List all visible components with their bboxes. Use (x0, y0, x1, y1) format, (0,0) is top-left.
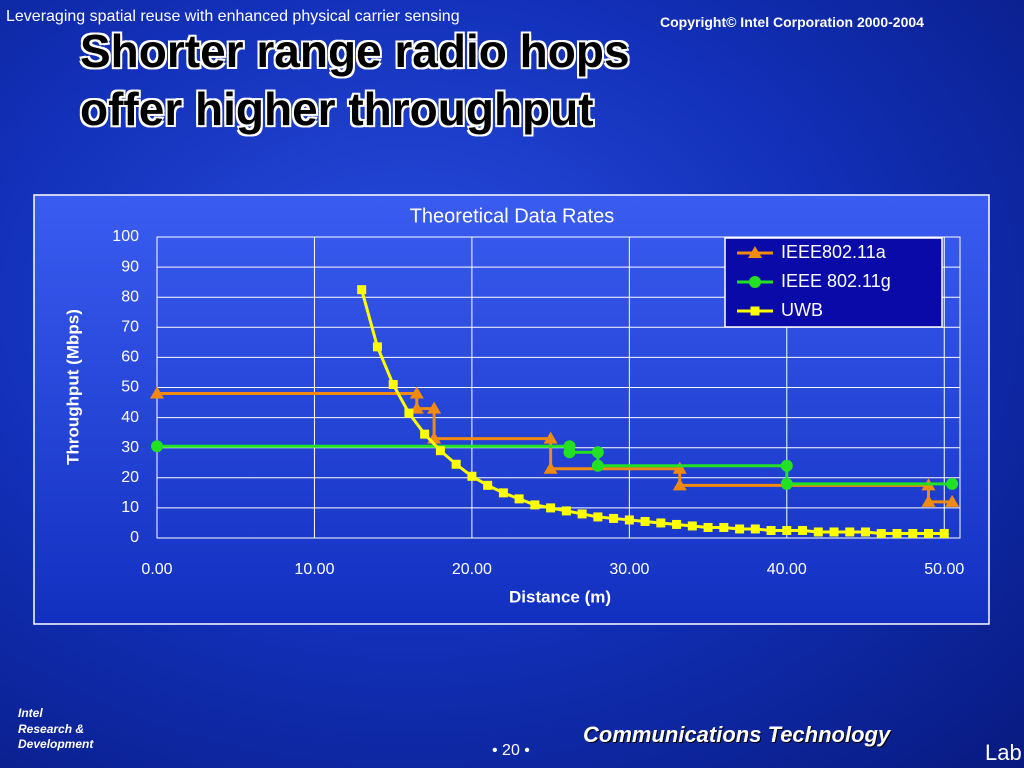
y-tick-label: 80 (121, 288, 139, 305)
x-tick-label: 40.00 (767, 561, 807, 578)
data-point (372, 342, 382, 352)
data-point (945, 494, 960, 507)
data-point (435, 446, 445, 456)
y-axis-label: Throughput (Mbps) (63, 309, 82, 465)
data-point (420, 429, 430, 439)
data-point (672, 519, 682, 529)
x-tick-label: 0.00 (141, 561, 172, 578)
data-point (624, 515, 634, 525)
slide-title: Shorter range radio hops (80, 25, 630, 77)
data-point (498, 488, 508, 498)
data-point (561, 506, 571, 516)
group-name: Communications Technology (583, 722, 891, 747)
data-point (640, 516, 650, 526)
data-point (404, 408, 414, 418)
data-point (750, 524, 760, 534)
data-point (593, 512, 603, 522)
data-point (687, 521, 697, 531)
x-tick-label: 20.00 (452, 561, 492, 578)
data-point (357, 285, 367, 295)
data-point (766, 525, 776, 535)
x-tick-label: 10.00 (294, 561, 334, 578)
slide-title: offer higher throughput (80, 83, 594, 135)
chart-title: Theoretical Data Rates (410, 205, 615, 227)
y-tick-label: 90 (121, 258, 139, 275)
data-point (703, 522, 713, 532)
data-point (591, 459, 604, 472)
data-point (609, 513, 619, 523)
y-tick-label: 60 (121, 349, 139, 366)
data-point (798, 525, 808, 535)
y-tick-label: 40 (121, 409, 139, 426)
data-point (591, 446, 604, 459)
page-number: • 20 • (492, 742, 530, 759)
data-point (514, 494, 524, 504)
legend-label: IEEE 802.11g (781, 271, 891, 291)
legend-marker (748, 246, 762, 258)
data-point (577, 509, 587, 519)
data-point (782, 525, 792, 535)
y-tick-label: 30 (121, 439, 139, 456)
data-point (546, 503, 556, 513)
data-point (543, 461, 558, 474)
data-point (656, 518, 666, 528)
data-point (829, 527, 839, 537)
data-point (813, 527, 823, 537)
data-point (530, 500, 540, 510)
y-tick-label: 10 (121, 499, 139, 516)
y-tick-label: 50 (121, 379, 139, 396)
lab: Lab (985, 740, 1022, 765)
brand: Research & (18, 722, 85, 736)
data-point (921, 494, 936, 507)
data-point (672, 478, 687, 491)
legend-marker (749, 276, 761, 288)
data-point (876, 528, 886, 538)
x-tick-label: 30.00 (609, 561, 649, 578)
data-point (908, 528, 918, 538)
data-point (467, 471, 477, 481)
brand: Intel (18, 706, 43, 720)
legend-marker (750, 306, 760, 316)
x-tick-label: 50.00 (924, 561, 964, 578)
y-tick-label: 100 (112, 228, 139, 245)
data-point (719, 522, 729, 532)
brand: Development (18, 737, 94, 751)
legend-label: UWB (781, 300, 823, 320)
y-tick-label: 20 (121, 469, 139, 486)
data-point (924, 528, 934, 538)
data-point (892, 528, 902, 538)
data-point (451, 459, 461, 469)
data-point (409, 386, 424, 399)
data-point (939, 528, 949, 538)
slide-subtitle: Leveraging spatial reuse with enhanced p… (6, 8, 460, 25)
data-point (672, 461, 687, 474)
legend-label: IEEE802.11a (781, 242, 887, 262)
data-point (427, 401, 442, 414)
data-point (780, 477, 793, 490)
data-point (483, 480, 493, 490)
data-point (845, 527, 855, 537)
data-point (780, 459, 793, 472)
data-point (388, 379, 398, 389)
data-point (861, 527, 871, 537)
data-point (735, 524, 745, 534)
y-tick-label: 0 (130, 529, 139, 546)
data-point (543, 431, 558, 444)
data-point (946, 477, 959, 490)
data-point (151, 440, 163, 453)
data-point (563, 446, 576, 459)
y-tick-label: 70 (121, 319, 139, 336)
copyright: Copyright© Intel Corporation 2000-2004 (660, 14, 924, 30)
x-axis-label: Distance (m) (509, 587, 611, 606)
data-point (150, 386, 164, 399)
